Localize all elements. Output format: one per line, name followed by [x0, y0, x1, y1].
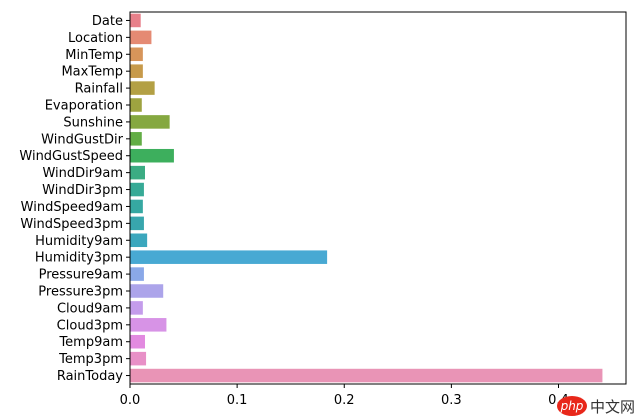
bar-sunshine — [130, 115, 170, 129]
y-tick-label: Humidity3pm — [35, 251, 123, 266]
y-tick-label: Date — [92, 14, 123, 29]
php-logo-text: php — [560, 399, 584, 413]
x-tick-label: 0.0 — [120, 393, 141, 408]
bar-mintemp — [130, 47, 143, 62]
x-ticks: 0.0 0.1 0.2 0.3 0.4 — [120, 384, 569, 408]
bar-winddir9am — [130, 165, 145, 180]
y-tick-label: Humidity9am — [35, 234, 123, 249]
y-tick-label: Cloud3pm — [57, 318, 123, 333]
bar-temp9am — [130, 334, 145, 349]
y-tick-label: MaxTemp — [61, 65, 123, 80]
bar-cloud3pm — [130, 318, 167, 332]
bar-temp3pm — [130, 351, 147, 366]
bar-raintoday — [130, 368, 603, 383]
watermark-text: 中文网 — [590, 398, 635, 416]
bar-cloud9am — [130, 301, 143, 315]
bar-maxtemp — [130, 64, 143, 78]
y-tick-label: WindDir3pm — [42, 183, 123, 198]
bar-evaporation — [130, 98, 142, 112]
y-tick-label: Rainfall — [75, 82, 123, 97]
y-tick-label: WindGustSpeed — [19, 149, 123, 164]
y-tick-label: Temp9am — [58, 335, 123, 350]
bar-rainfall — [130, 81, 155, 95]
bar-windgustdir — [130, 132, 142, 146]
y-tick-labels: Date Location MinTemp MaxTemp Rainfall Evapor… — [19, 14, 130, 384]
bars-group — [130, 13, 603, 383]
bar-humidity3pm — [130, 250, 328, 264]
bar-date — [130, 13, 141, 28]
y-tick-label: Pressure9am — [39, 268, 123, 283]
y-tick-label: Cloud9am — [57, 301, 123, 316]
bar-windspeed9am — [130, 199, 143, 214]
plot-frame — [129, 11, 627, 385]
x-tick-label: 0.1 — [227, 393, 248, 408]
y-tick-label: WindGustDir — [41, 132, 123, 147]
y-tick-label: WindDir9am — [42, 166, 123, 181]
watermark: php 中文网 — [557, 396, 635, 416]
bar-windspeed3pm — [130, 216, 144, 231]
y-tick-label: RainToday — [57, 369, 123, 384]
bar-location — [130, 30, 152, 45]
y-tick-label: Temp3pm — [58, 352, 123, 367]
php-logo — [557, 396, 587, 416]
bar-windgustspeed — [130, 148, 174, 163]
bar-pressure3pm — [130, 284, 164, 298]
y-tick-label: Sunshine — [63, 115, 123, 130]
y-tick-label: WindSpeed3pm — [20, 217, 123, 232]
y-tick-label: Location — [68, 31, 123, 46]
x-tick-label: 0.3 — [441, 393, 462, 408]
y-tick-label: Pressure3pm — [38, 285, 123, 300]
y-tick-label: MinTemp — [65, 48, 123, 63]
bar-winddir3pm — [130, 182, 144, 197]
bar-pressure9am — [130, 267, 144, 281]
y-tick-label: WindSpeed9am — [21, 200, 123, 215]
x-tick-label: 0.2 — [334, 393, 355, 408]
bar-humidity9am — [130, 233, 148, 248]
y-tick-label: Evaporation — [45, 99, 123, 114]
